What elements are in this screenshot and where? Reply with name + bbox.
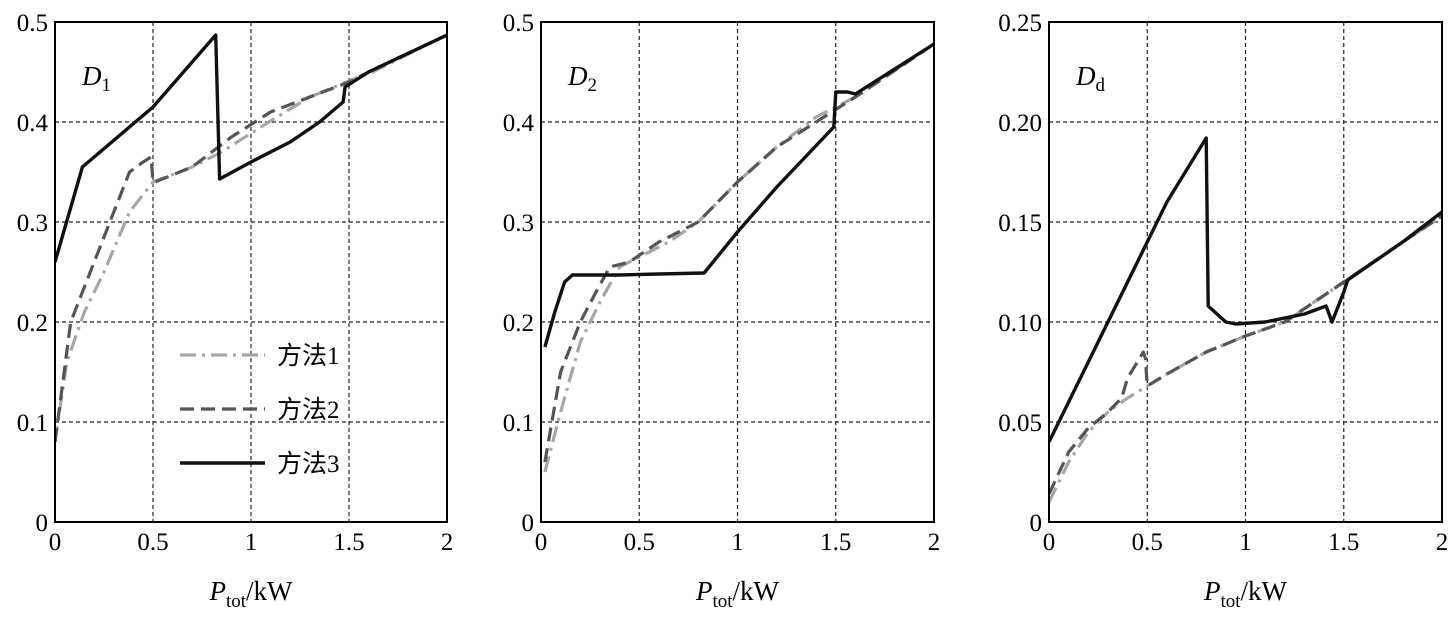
x-tick-label: 2 (441, 529, 454, 556)
series-group (1049, 136, 1442, 503)
legend: 方法1 方法2 方法3 (180, 342, 340, 478)
x-tick-label: 0 (49, 529, 62, 556)
series-line-3 (55, 33, 447, 263)
y-tick-label: 0.20 (998, 110, 1042, 137)
x-tick-label: 0.5 (137, 529, 168, 556)
panel-label: D2 (567, 61, 597, 96)
legend-label: 方法3 (277, 450, 340, 478)
y-tick-label: 0 (36, 510, 49, 537)
y-tick-label: 0.1 (503, 410, 534, 437)
x-tick-label: 0.5 (1132, 529, 1163, 556)
gridlines (1049, 22, 1442, 522)
plot-frame (540, 21, 935, 523)
y-tick-label: 0.05 (998, 410, 1042, 437)
y-tick-label: 0.25 (998, 10, 1042, 37)
series-line-3 (1049, 136, 1442, 443)
x-tick-label: 1.5 (820, 529, 851, 556)
x-tick-label: 2 (928, 529, 941, 556)
series-group (55, 33, 447, 443)
x-axis-title: Ptot/kW (1203, 576, 1288, 612)
x-tick-label: 0.5 (624, 529, 655, 556)
x-tick-label: 0 (535, 529, 548, 556)
series-line-2 (55, 33, 447, 443)
plot-frame (1048, 21, 1443, 523)
panel-label: D1 (81, 61, 111, 96)
plot-frame (54, 21, 448, 523)
series-line-3 (543, 42, 934, 348)
chart-panel-2: 0 0.5 1 1.5 2 0 0.1 0.2 0.3 0.4 0.5 Ptot/kW D2 (503, 10, 941, 612)
panel-label: Dd (1075, 61, 1106, 96)
series-group (543, 42, 934, 473)
x-tick-label: 0 (1043, 529, 1056, 556)
y-tick-label: 0.3 (17, 210, 48, 237)
y-tick-label: 0 (1030, 510, 1043, 537)
y-tick-label: 0.3 (503, 210, 534, 237)
y-tick-label: 0.1 (17, 410, 48, 437)
x-tick-label: 1.5 (333, 529, 364, 556)
chart-panel-1: 0 0.5 1 1.5 2 0 0.1 0.2 0.3 0.4 0.5 Ptot/kW D1 方法1 方法2… (17, 10, 454, 612)
y-tick-label: 0.4 (503, 110, 535, 137)
y-tick-label: 0.10 (998, 310, 1042, 337)
y-tick-label: 0.5 (17, 10, 48, 37)
x-axis-title: Ptot/kW (208, 576, 293, 612)
x-tick-label: 2 (1436, 529, 1449, 556)
chart-panels: 0 0.5 1 1.5 2 0 0.1 0.2 0.3 0.4 0.5 Ptot/kW D1 方法1 方法2… (17, 10, 1449, 612)
series-line-2 (543, 42, 934, 463)
series-line-2 (1049, 214, 1442, 495)
y-tick-label: 0.2 (503, 310, 534, 337)
chart-panel-3: 0 0.5 1 1.5 2 0 0.05 0.10 0.15 0.20 0.25 Ptot/kW Dd (998, 10, 1448, 612)
y-tick-label: 0.15 (998, 210, 1042, 237)
x-tick-label: 1 (731, 529, 744, 556)
y-tick-label: 0 (522, 510, 535, 537)
y-tick-label: 0.4 (17, 110, 49, 137)
x-tick-label: 1 (245, 529, 258, 556)
series-line-1 (543, 42, 934, 473)
x-axis-title: Ptot/kW (695, 576, 780, 612)
gridlines (55, 22, 447, 522)
y-tick-label: 0.2 (17, 310, 48, 337)
x-tick-label: 1 (1239, 529, 1252, 556)
x-tick-label: 1.5 (1328, 529, 1359, 556)
legend-label: 方法2 (277, 396, 340, 424)
series-line-1 (55, 33, 447, 443)
legend-label: 方法1 (277, 342, 340, 370)
gridlines (541, 22, 934, 522)
y-tick-label: 0.5 (503, 10, 534, 37)
